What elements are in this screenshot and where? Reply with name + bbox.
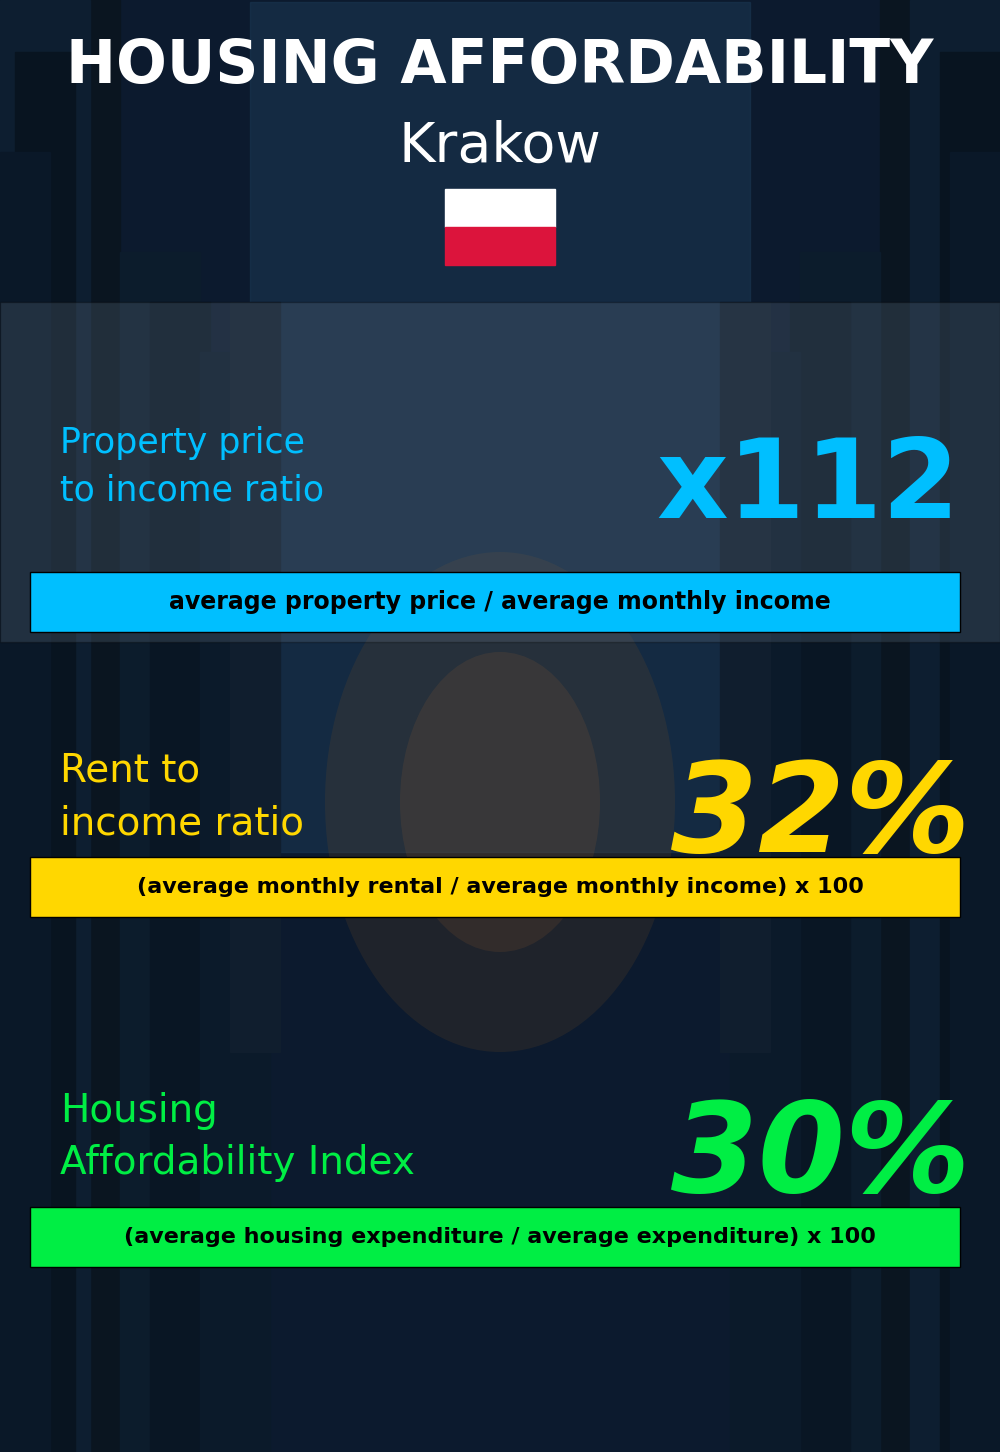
Bar <box>800 253 880 1452</box>
Bar <box>880 0 1000 1452</box>
Bar <box>150 302 210 1452</box>
Text: average property price / average monthly income: average property price / average monthly… <box>169 590 831 614</box>
Bar <box>720 302 770 1053</box>
Bar <box>250 1 750 852</box>
Text: (average monthly rental / average monthly income) x 100: (average monthly rental / average monthl… <box>137 877 863 897</box>
Bar <box>230 302 280 1053</box>
Bar <box>950 152 1000 1452</box>
FancyBboxPatch shape <box>30 572 960 632</box>
Text: Housing
Affordability Index: Housing Affordability Index <box>60 1092 415 1182</box>
Ellipse shape <box>325 552 675 1053</box>
FancyBboxPatch shape <box>30 857 960 918</box>
Bar <box>200 351 270 1452</box>
FancyBboxPatch shape <box>30 1207 960 1268</box>
FancyBboxPatch shape <box>0 302 1000 642</box>
Bar <box>445 227 555 266</box>
Bar <box>445 189 555 227</box>
Bar <box>0 152 50 1452</box>
Text: 30%: 30% <box>671 1096 970 1217</box>
Text: 32%: 32% <box>671 756 970 877</box>
Bar <box>730 351 800 1452</box>
Bar <box>910 0 1000 1452</box>
Bar <box>120 253 200 1452</box>
Text: Property price
to income ratio: Property price to income ratio <box>60 427 324 508</box>
Bar <box>940 52 1000 1452</box>
Text: (average housing expenditure / average expenditure) x 100: (average housing expenditure / average e… <box>124 1227 876 1247</box>
Bar <box>0 0 120 1452</box>
Text: Rent to
income ratio: Rent to income ratio <box>60 752 304 842</box>
Bar <box>15 52 75 1452</box>
Text: HOUSING AFFORDABILITY: HOUSING AFFORDABILITY <box>66 38 934 96</box>
Bar <box>790 302 850 1452</box>
Bar <box>0 0 90 1452</box>
Text: x112: x112 <box>657 434 960 540</box>
Text: Krakow: Krakow <box>399 121 601 174</box>
Ellipse shape <box>400 652 600 953</box>
